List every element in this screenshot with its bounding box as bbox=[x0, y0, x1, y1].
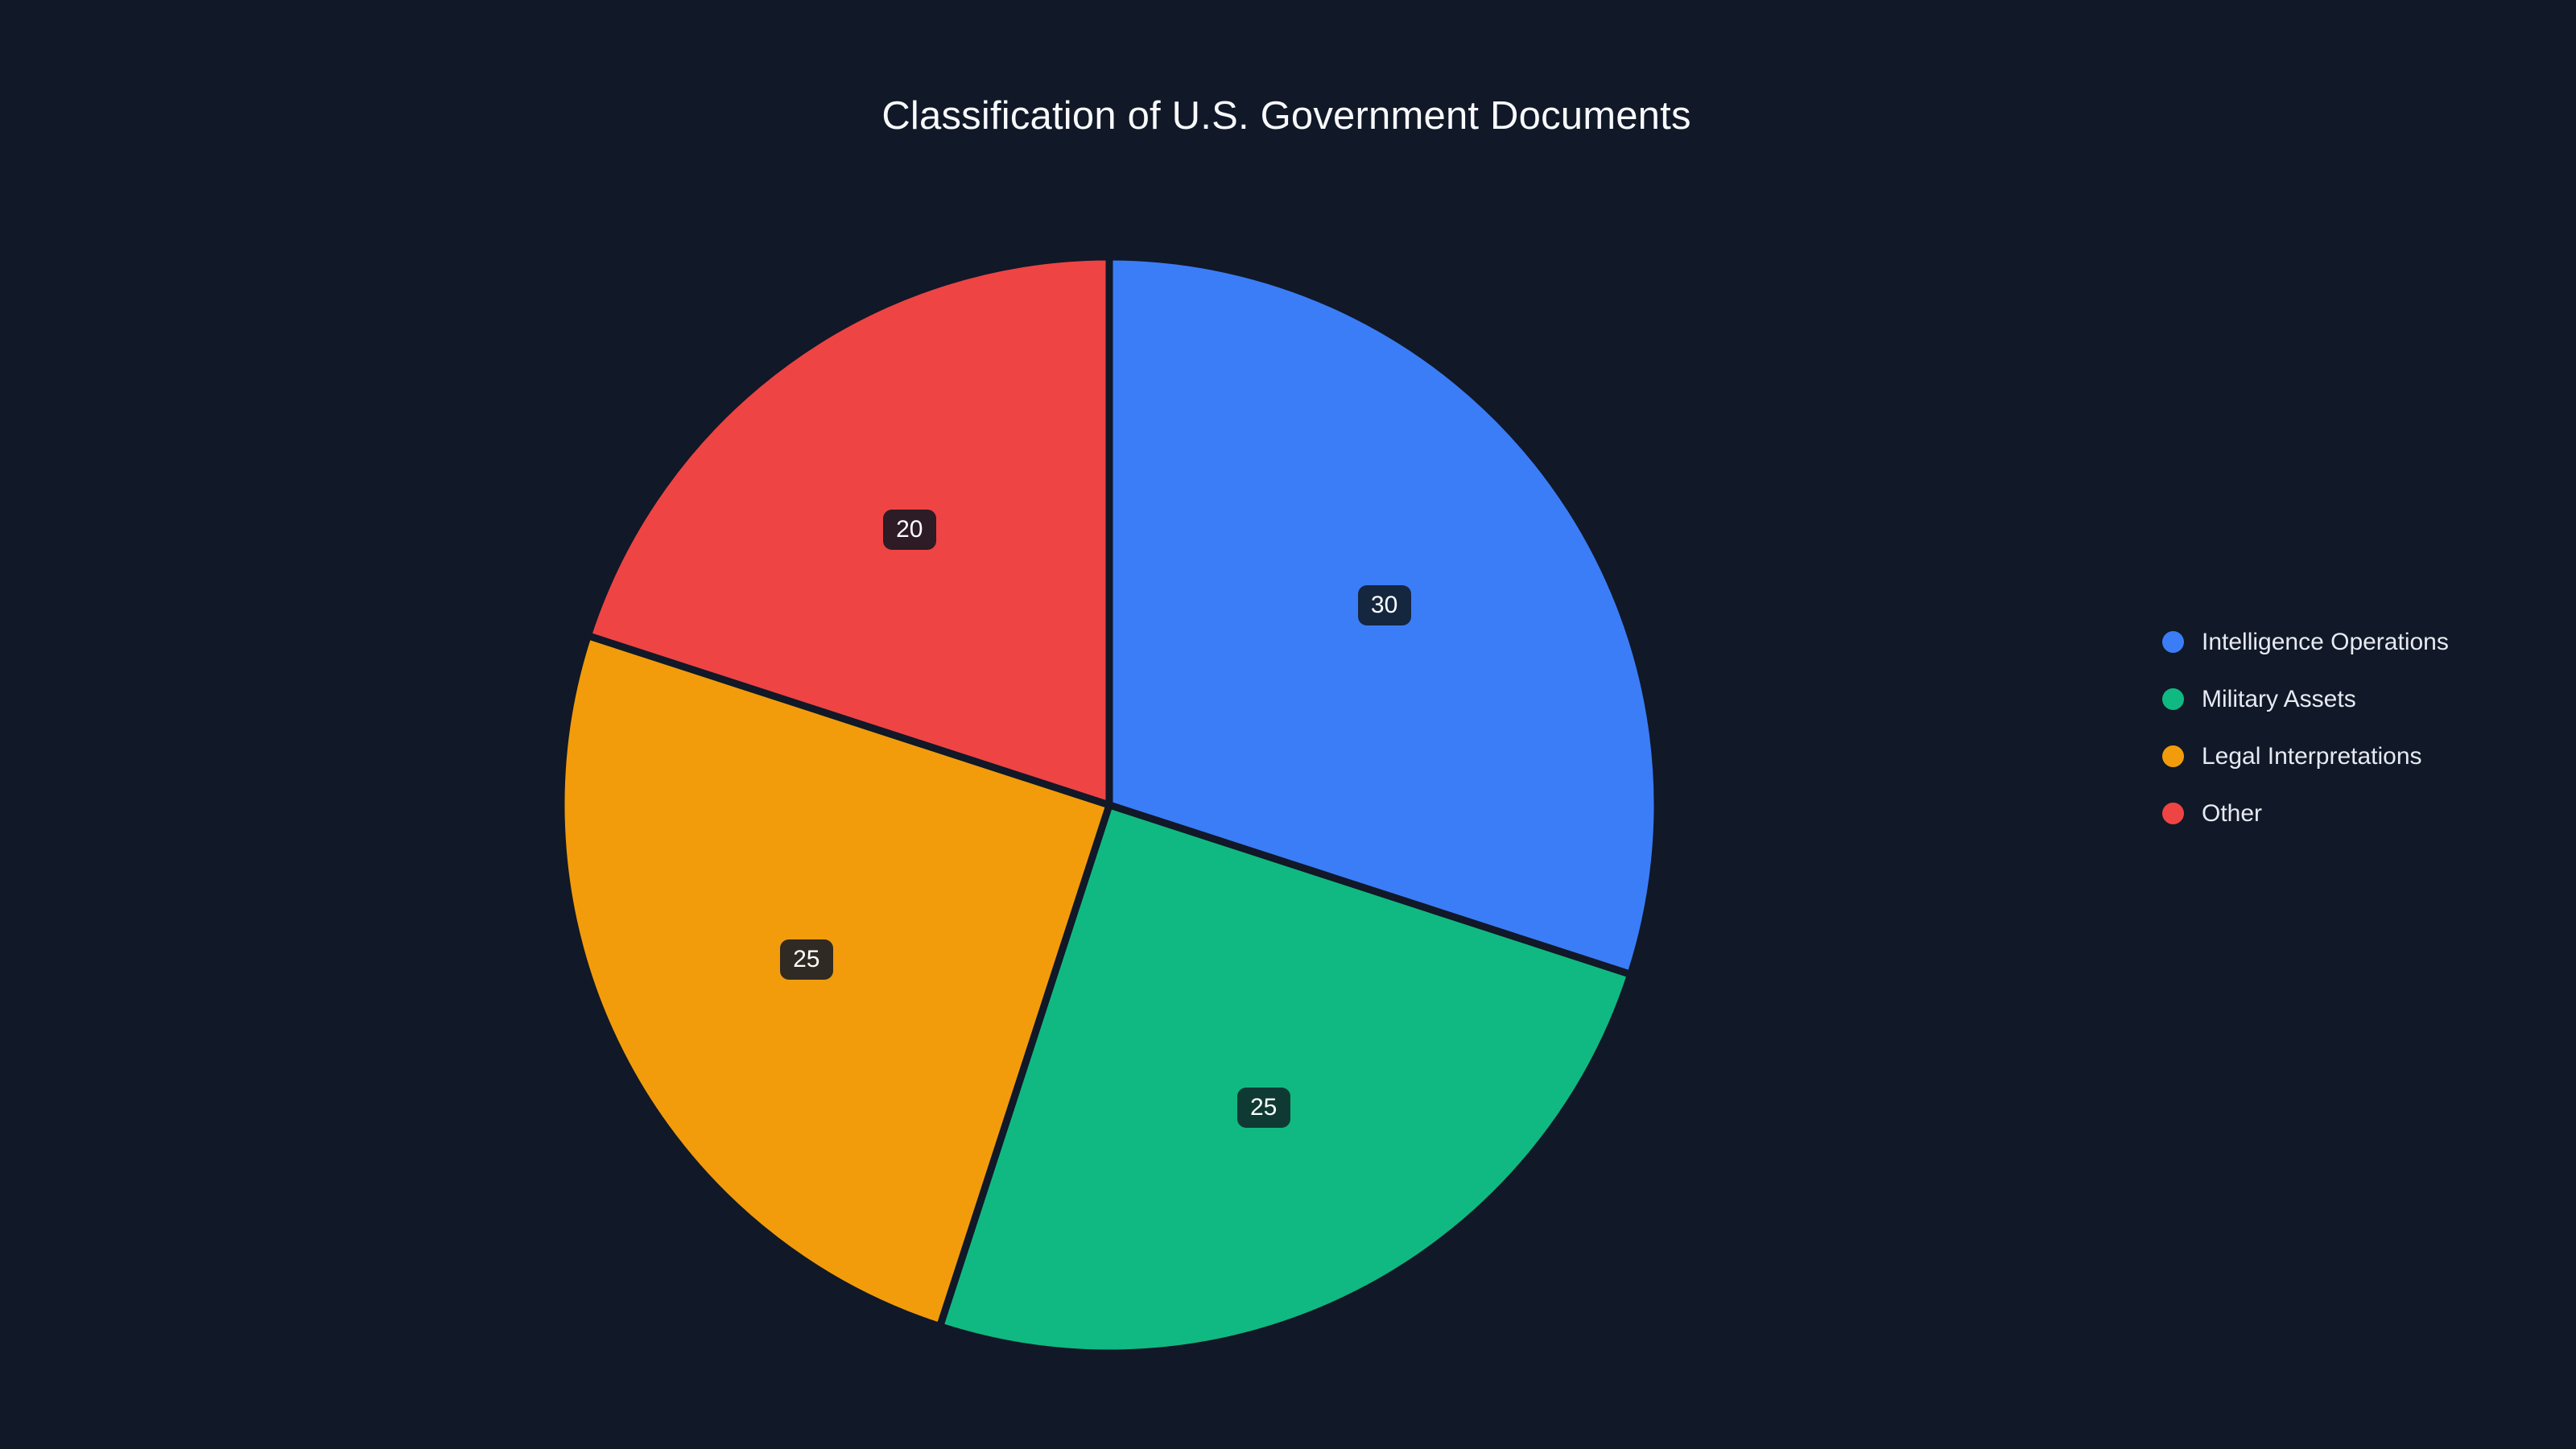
legend-item-label: Military Assets bbox=[2202, 685, 2356, 712]
legend-item-label: Other bbox=[2202, 799, 2263, 827]
pie-slice-value-label: 25 bbox=[1236, 1088, 1290, 1129]
legend-item[interactable]: Intelligence Operations bbox=[2162, 613, 2449, 671]
legend-item-label: Intelligence Operations bbox=[2202, 628, 2449, 655]
pie-slice[interactable] bbox=[584, 253, 1113, 809]
pie-slice[interactable] bbox=[557, 632, 1113, 1331]
pie-slice-value-label: 25 bbox=[779, 939, 833, 980]
legend-item[interactable]: Legal Interpretations bbox=[2162, 728, 2449, 785]
chart-title-text: Classification of U.S. Government Docume… bbox=[881, 94, 1691, 138]
pie-slice-value-label: 30 bbox=[1357, 584, 1411, 625]
legend-color-dot-icon bbox=[2162, 631, 2184, 653]
legend-item[interactable]: Military Assets bbox=[2162, 671, 2449, 728]
legend-color-dot-icon bbox=[2162, 688, 2184, 710]
page-title: Classification of U.S. Government Docume… bbox=[0, 94, 2576, 138]
pie-slice[interactable] bbox=[936, 801, 1635, 1357]
legend-color-dot-icon bbox=[2162, 803, 2184, 824]
legend-item-label: Legal Interpretations bbox=[2202, 742, 2422, 770]
legend-item[interactable]: Other bbox=[2162, 785, 2449, 842]
chart-legend[interactable]: Intelligence Operations Military Assets Le… bbox=[2162, 613, 2449, 842]
pie-slice-value-label: 20 bbox=[882, 510, 936, 551]
pie-slices-group bbox=[557, 253, 1662, 1357]
legend-color-dot-icon bbox=[2162, 745, 2184, 767]
